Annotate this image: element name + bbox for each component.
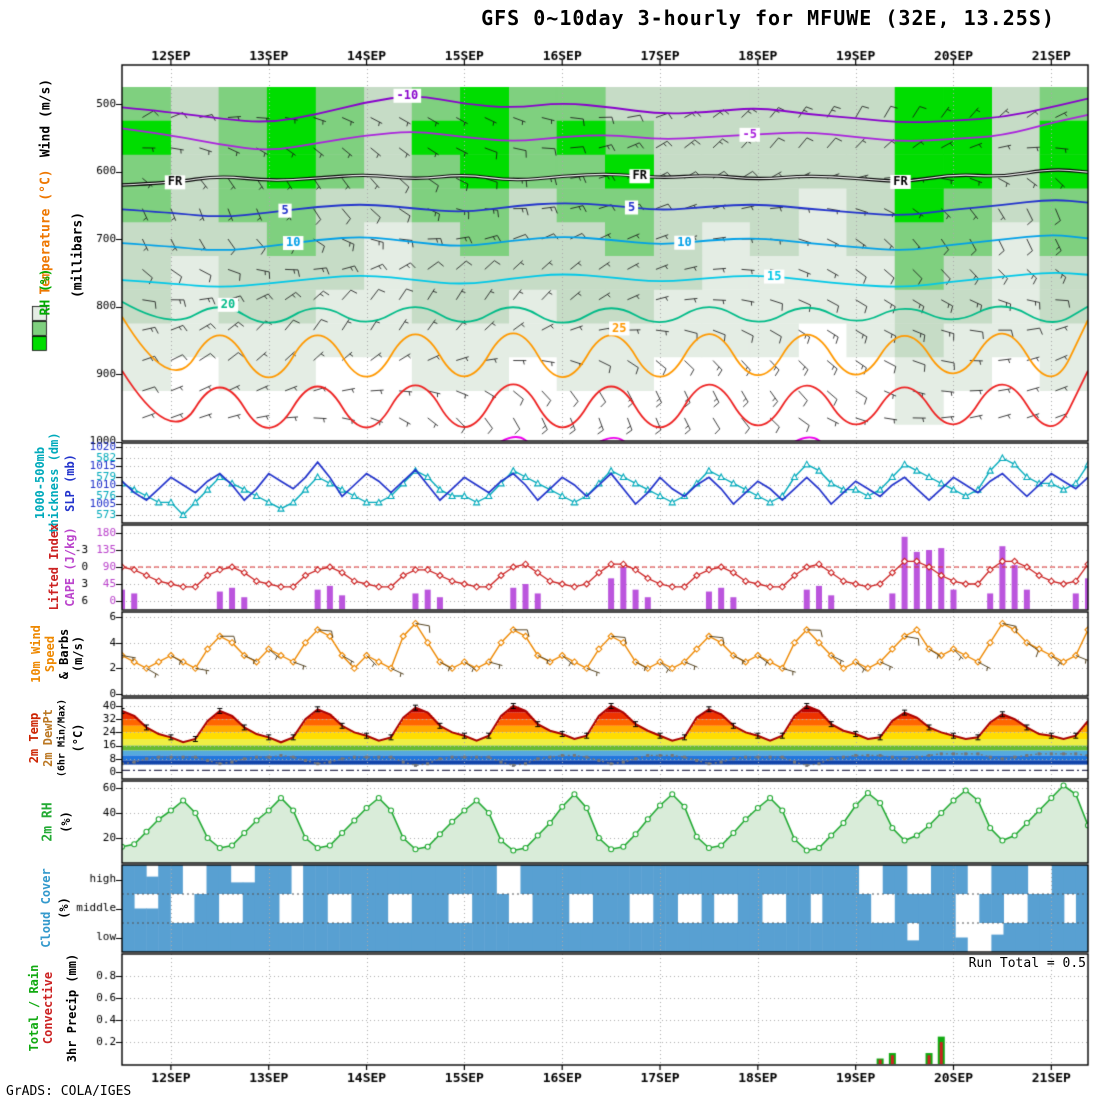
- label-2m-dewpt: 2m DewPt: [41, 709, 55, 767]
- label-cape: CAPE (J/kg): [63, 527, 77, 607]
- label-convective: Convective: [41, 971, 55, 1045]
- page-title: GFS 0~10day 3-hourly for MFUWE (32E, 13.…: [481, 6, 1055, 30]
- label-thickness-line2: thickness (dm): [47, 432, 61, 534]
- label-degc: (°C): [71, 723, 85, 753]
- label-3hr-precip: 3hr Precip (mm): [65, 953, 79, 1063]
- label-lifted-index: Lifted Index: [47, 523, 61, 611]
- label-wind-speed: Speed: [43, 635, 57, 673]
- label-cloud-cover: Cloud Cover: [39, 868, 53, 948]
- label-slp: SLP (mb): [63, 454, 77, 512]
- grads-credit: GrADS: COLA/IGES: [6, 1084, 132, 1099]
- label-wind-units: (m/s): [71, 635, 85, 673]
- label-rh: RH (%): [38, 268, 54, 316]
- run-total-label: Run Total = 0.5: [968, 956, 1086, 971]
- label-wind-barbs: & Barbs: [57, 628, 71, 680]
- label-2m-temp: 2m Temp: [27, 712, 41, 764]
- label-total-rain: Total / Rain: [27, 964, 41, 1052]
- label-minmax: (6hr Min/Max): [56, 698, 68, 778]
- label-millibars: (millibars): [70, 211, 86, 299]
- label-wind-ms: Wind (m/s): [38, 78, 54, 158]
- label-10m-wind: 10m Wind: [29, 625, 43, 683]
- label-2m-rh: 2m RH: [40, 802, 56, 842]
- label-rh-units: (%): [59, 811, 73, 833]
- label-thickness-line1: 1000-500mb: [33, 446, 47, 520]
- label-cloud-units: (%): [57, 897, 71, 919]
